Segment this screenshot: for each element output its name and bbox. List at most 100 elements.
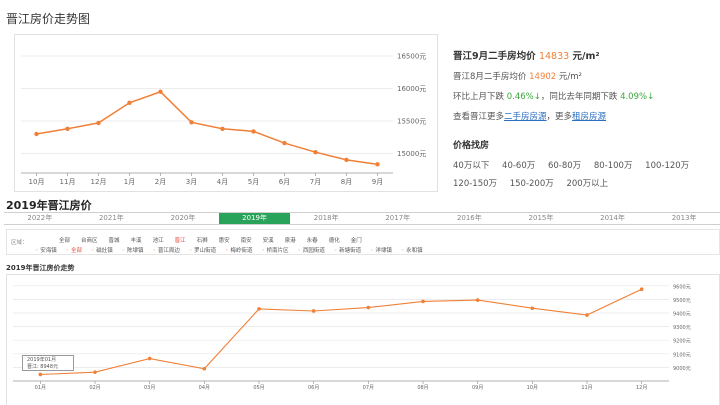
subdistrict-option[interactable]: ◦ 磁灶镇 xyxy=(91,246,113,254)
district-option[interactable]: 金门 xyxy=(350,238,362,244)
subdistrict-option[interactable]: ◦ 全部 xyxy=(66,246,82,254)
district-option[interactable]: 丰溪 xyxy=(130,238,142,244)
subdistrict-option[interactable]: ◦ 陈埭镇 xyxy=(122,246,144,254)
y-tick-label: 9500元 xyxy=(673,298,691,304)
aug-price: 14902 xyxy=(529,72,557,82)
district-option[interactable]: 泉港 xyxy=(284,238,296,244)
x-tick-label: 8月 xyxy=(341,178,352,186)
series-line xyxy=(36,90,378,166)
price-range-link[interactable]: 80-100万 xyxy=(593,161,633,171)
subdistrict-bullet-icon: ◦ xyxy=(400,248,405,254)
tooltip-date: 2019年01月 xyxy=(27,357,57,363)
subdistrict-label: 梅岭街道 xyxy=(230,248,253,254)
subdistrict-option[interactable]: ◦ 梅岭街道 xyxy=(225,246,252,254)
district-option[interactable]: 晋江 xyxy=(174,238,186,244)
subdistrict-label: 磁灶镇 xyxy=(96,248,113,254)
district-option[interactable]: 台商区 xyxy=(81,238,98,244)
yoy-value: 4.09%↓ xyxy=(620,92,655,102)
subdistrict-option[interactable]: ◦ 安海镇 xyxy=(35,246,57,254)
price-range-link[interactable]: 200万以上 xyxy=(566,179,609,189)
price-range-link[interactable]: 100-120万 xyxy=(645,161,690,171)
subdistrict-option[interactable]: ◦ 西园街道 xyxy=(298,246,325,254)
data-point xyxy=(375,162,380,167)
subdistrict-bullet-icon: ◦ xyxy=(225,248,229,254)
subdistrict-bullet-icon: ◦ xyxy=(35,248,39,254)
x-tick-label: 2月 xyxy=(155,178,166,186)
y-tick-label: 9200元 xyxy=(673,339,691,345)
x-tick-label: 09月 xyxy=(472,385,483,391)
year-tab[interactable]: 2014年 xyxy=(600,214,625,222)
x-tick-label: 3月 xyxy=(186,178,197,186)
data-point xyxy=(530,306,535,311)
district-list: 全部 台商区 晋城 丰溪 池江 晋江 石狮 惠安 南安 安溪 泉港 永春 德化 金门 xyxy=(59,236,373,244)
subdistrict-label: 罗山街道 xyxy=(194,248,217,254)
x-tick-label: 4月 xyxy=(217,178,228,186)
subdistrict-option[interactable]: ◦ 桥南片区 xyxy=(261,246,288,254)
year-tab[interactable]: 2015年 xyxy=(528,214,554,222)
more-prefix: 查看晋江更多 xyxy=(453,112,505,122)
subdistrict-bullet-icon: ◦ xyxy=(91,248,95,254)
district-option[interactable]: 全部 xyxy=(59,238,71,244)
district-option[interactable]: 池江 xyxy=(152,238,164,244)
district-option[interactable]: 永春 xyxy=(306,238,318,244)
year-tab[interactable]: 2016年 xyxy=(456,214,482,222)
district-option[interactable]: 德化 xyxy=(328,238,340,244)
subdistrict-bullet-icon: ◦ xyxy=(333,248,338,254)
rental-listings-link[interactable]: 租房房源 xyxy=(572,112,607,122)
tooltip-value: 晋江: 8948元 xyxy=(27,364,58,370)
data-point xyxy=(311,309,316,313)
subdistrict-bullet-icon: ◦ xyxy=(121,248,126,254)
subdistrict-option[interactable]: ◦ 永和镇 xyxy=(401,246,423,254)
year-tab[interactable]: 2022年 xyxy=(27,214,53,222)
chart-tooltip: 2019年01月 晋江: 8948元 xyxy=(22,355,74,371)
subdistrict-label: 安海镇 xyxy=(40,248,57,254)
subdistrict-label: 桥南片区 xyxy=(266,248,289,254)
mom-value: 0.46%↓ xyxy=(506,92,541,102)
monthly-price-chart: 15000元 15500元 16000元 16500元 10月 11月 12月 1月 2月 3月 4… xyxy=(14,34,438,192)
district-option[interactable]: 晋城 xyxy=(108,238,120,244)
x-tick-label: 05月 xyxy=(253,385,264,391)
headline-label: 晋江9月二手房均价 xyxy=(453,51,536,62)
year-tab[interactable]: 2020年 xyxy=(170,214,196,222)
district-filter: 区域： 全部 台商区 晋城 丰溪 池江 晋江 石狮 惠安 南安 安溪 泉港 永春 德化 金门 ◦ 安海镇 ◦ 全… xyxy=(6,229,720,255)
change-stats: 环比上月下跌 0.46%↓，同比去年同期下跌 4.09%↓ xyxy=(453,90,715,102)
subdistrict-bullet-icon: ◦ xyxy=(152,248,156,254)
subdistrict-option[interactable]: ◦ 晋江周边 xyxy=(153,246,180,254)
subdistrict-list: ◦ 安海镇 ◦ 全部 ◦ 磁灶镇 ◦ 陈埭镇 ◦ 晋江周边 ◦ 罗山街道 ◦ 梅岭街道 ◦ 桥南片区 ◦ 西园街道… xyxy=(35,246,432,254)
yearly-trend-chart: 9000元 9100元 9200元 9300元 9400元 9500元 9600元 01月 02… xyxy=(6,274,720,405)
subdistrict-label: 永和镇 xyxy=(406,248,423,254)
data-point xyxy=(147,356,152,361)
y-tick-label: 9600元 xyxy=(673,284,691,290)
price-range-list: 40万以下 40-60万 60-80万 80-100万 100-120万 120… xyxy=(453,157,715,193)
district-option[interactable]: 安溪 xyxy=(262,238,274,244)
district-option[interactable]: 惠安 xyxy=(218,238,230,244)
x-tick-label: 08月 xyxy=(417,385,428,391)
data-point xyxy=(366,305,371,310)
subdistrict-label: 新塘街道 xyxy=(339,248,362,254)
price-range-link[interactable]: 40-60万 xyxy=(502,161,536,171)
x-tick-label: 5月 xyxy=(248,178,259,186)
year-tab[interactable]: 2013年 xyxy=(671,214,697,222)
secondhand-listings-link[interactable]: 二手房房源 xyxy=(504,112,547,122)
price-range-link[interactable]: 60-80万 xyxy=(547,161,582,171)
page-title: 晋江房价走势图 xyxy=(6,12,91,26)
subdistrict-option[interactable]: ◦ 新塘街道 xyxy=(334,246,361,254)
data-point xyxy=(220,126,225,131)
district-option[interactable]: 石狮 xyxy=(196,238,208,244)
subdistrict-bullet-icon: ◦ xyxy=(188,248,193,254)
price-range-link[interactable]: 120-150万 xyxy=(453,179,498,189)
price-range-link[interactable]: 150-200万 xyxy=(509,179,554,189)
data-point xyxy=(38,372,43,377)
year-tab[interactable]: 2019年 xyxy=(218,213,291,224)
year-tab[interactable]: 2017年 xyxy=(385,214,411,222)
x-tick-label: 06月 xyxy=(308,385,319,391)
district-option[interactable]: 南安 xyxy=(240,238,252,244)
y-tick-label: 9100元 xyxy=(673,352,691,358)
subdistrict-option[interactable]: ◦ 罗山街道 xyxy=(189,246,216,254)
data-point xyxy=(93,370,97,374)
data-point xyxy=(257,307,261,311)
year-tab[interactable]: 2021年 xyxy=(98,214,124,222)
year-tab[interactable]: 2018年 xyxy=(313,214,339,222)
subdistrict-option[interactable]: ◦ 洋埭镇 xyxy=(370,246,392,254)
price-range-link[interactable]: 40万以下 xyxy=(453,161,490,171)
